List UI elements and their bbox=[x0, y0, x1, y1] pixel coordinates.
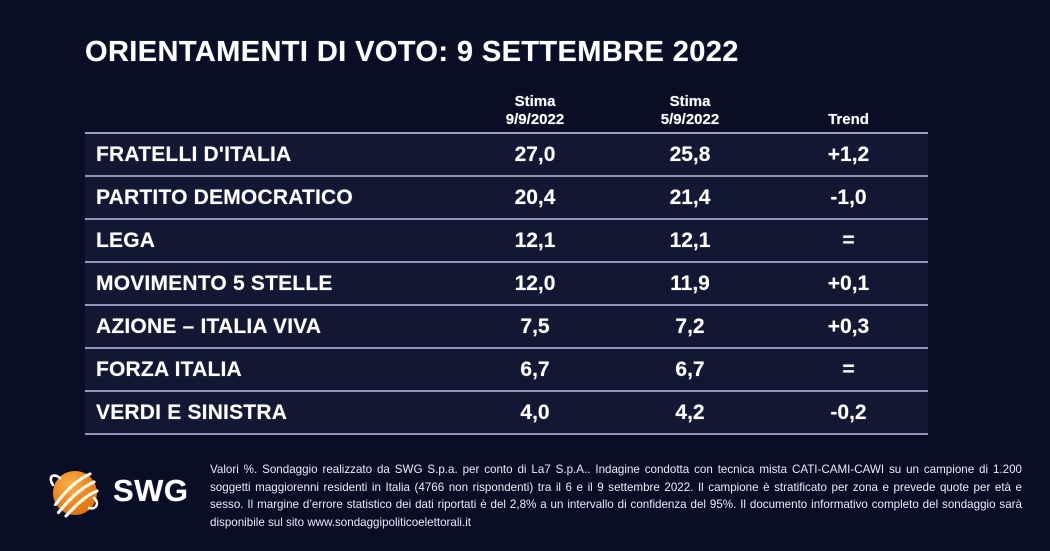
swg-wordmark: SWG bbox=[113, 473, 189, 508]
header-stima-9-9: Stima 9/9/2022 bbox=[459, 93, 611, 131]
value-stima-9-9: 12,1 bbox=[514, 228, 556, 252]
value-stima-9-9: 20,4 bbox=[514, 185, 556, 209]
table-header-row: Stima 9/9/2022 Stima 5/9/2022 Trend bbox=[85, 86, 928, 132]
value-stima-5-9: 12,1 bbox=[669, 228, 711, 252]
header-stima-9-9-line2: 9/9/2022 bbox=[505, 111, 565, 129]
party-name: AZIONE – ITALIA VIVA bbox=[96, 314, 322, 338]
poll-results-table: Stima 9/9/2022 Stima 5/9/2022 Trend FRAT… bbox=[85, 86, 928, 435]
header-stima-9-9-line1: Stima bbox=[514, 92, 556, 110]
value-stima-5-9: 6,7 bbox=[675, 357, 705, 381]
table-row: AZIONE – ITALIA VIVA 7,5 7,2 +0,3 bbox=[85, 306, 928, 349]
value-trend: +1,2 bbox=[827, 142, 870, 166]
table-row: FRATELLI D'ITALIA 27,0 25,8 +1,2 bbox=[85, 134, 928, 177]
value-stima-9-9: 7,5 bbox=[520, 314, 550, 338]
table-row: VERDI E SINISTRA 4,0 4,2 -0,2 bbox=[85, 392, 928, 435]
party-name: FORZA ITALIA bbox=[96, 357, 242, 381]
table-row: LEGA 12,1 12,1 = bbox=[85, 220, 928, 263]
header-trend: Trend bbox=[828, 111, 869, 129]
value-trend: +0,1 bbox=[827, 271, 870, 295]
value-trend: -0,2 bbox=[830, 400, 867, 424]
swg-logo: SWG bbox=[0, 452, 210, 522]
value-trend: = bbox=[842, 228, 855, 252]
footer: SWG Valori %. Sondaggio realizzato da SW… bbox=[0, 452, 1050, 551]
value-stima-9-9: 6,7 bbox=[520, 357, 550, 381]
header-stima-5-9-line2: 5/9/2022 bbox=[660, 111, 720, 129]
value-stima-5-9: 21,4 bbox=[669, 185, 711, 209]
party-name: VERDI E SINISTRA bbox=[96, 400, 288, 424]
page-title: ORIENTAMENTI DI VOTO: 9 SETTEMBRE 2022 bbox=[85, 36, 739, 68]
value-stima-5-9: 7,2 bbox=[675, 314, 705, 338]
value-stima-9-9: 12,0 bbox=[514, 271, 556, 295]
value-stima-9-9: 27,0 bbox=[514, 142, 556, 166]
party-name: PARTITO DEMOCRATICO bbox=[96, 185, 353, 209]
table-header-rule bbox=[85, 132, 928, 134]
header-stima-5-9-line1: Stima bbox=[669, 92, 711, 110]
value-stima-5-9: 25,8 bbox=[669, 142, 711, 166]
swg-globe-icon bbox=[42, 460, 104, 522]
value-stima-9-9: 4,0 bbox=[520, 400, 550, 424]
value-stima-5-9: 11,9 bbox=[670, 271, 710, 295]
party-name: MOVIMENTO 5 STELLE bbox=[96, 271, 333, 295]
value-trend: = bbox=[842, 357, 855, 381]
table-body: FRATELLI D'ITALIA 27,0 25,8 +1,2 PARTITO DEM… bbox=[85, 134, 928, 435]
party-name: LEGA bbox=[96, 228, 156, 252]
table-row: PARTITO DEMOCRATICO 20,4 21,4 -1,0 bbox=[85, 177, 928, 220]
table-row: FORZA ITALIA 6,7 6,7 = bbox=[85, 349, 928, 392]
table-row: MOVIMENTO 5 STELLE 12,0 11,9 +0,1 bbox=[85, 263, 928, 306]
methodology-note: Valori %. Sondaggio realizzato da SWG S.… bbox=[210, 463, 1022, 529]
header-stima-5-9: Stima 5/9/2022 bbox=[611, 93, 769, 131]
value-trend: +0,3 bbox=[827, 314, 870, 338]
party-name: FRATELLI D'ITALIA bbox=[96, 142, 292, 166]
value-stima-5-9: 4,2 bbox=[675, 400, 705, 424]
value-trend: -1,0 bbox=[830, 185, 867, 209]
